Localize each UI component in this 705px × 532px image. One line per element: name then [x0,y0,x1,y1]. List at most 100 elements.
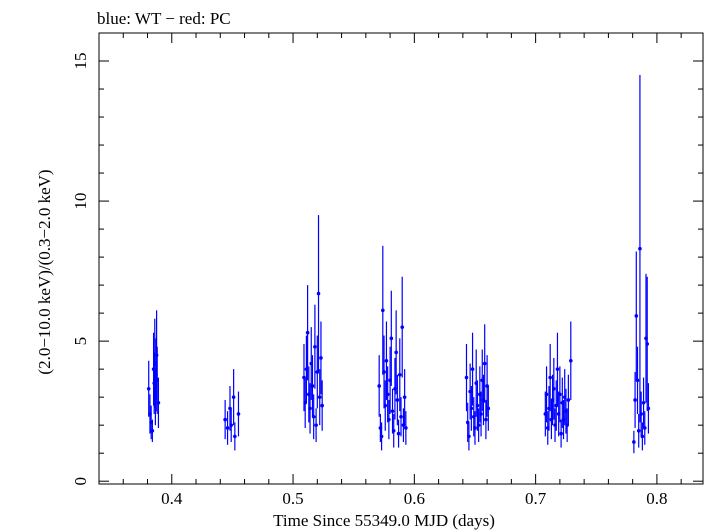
data-point [229,408,234,442]
x-axis-tick-labels: 0.4 0.5 0.6 0.7 0.8 [161,489,667,508]
y-axis-tick-labels: 0 5 10 15 [71,53,90,486]
point-marker [641,400,646,405]
data-point [231,369,236,426]
point-marker [394,350,398,355]
data-point [475,380,480,431]
point-marker [384,358,389,363]
point-marker [389,336,394,341]
x-axis-ticks [122,33,682,484]
point-marker [404,426,408,430]
point-marker [150,428,155,433]
point-marker [233,434,237,439]
data-point [638,75,642,423]
data-point [236,391,241,437]
data-point [390,388,395,434]
data-point [646,383,651,434]
data-point [233,422,237,451]
data-point [636,413,641,448]
point-marker [636,428,641,433]
data-point [316,215,321,372]
data-point [305,285,310,381]
data-point [404,411,408,445]
point-marker [484,417,488,422]
point-marker [319,356,323,360]
data-point [387,399,391,440]
point-marker [646,406,651,411]
y-axis-label: (2.0−10.0 keV)/(0.3−2.0 keV) [35,169,54,374]
point-marker [396,431,401,436]
point-marker [377,384,381,388]
data-point [379,422,384,451]
data-point [467,422,471,451]
data-point [383,380,388,431]
point-marker [475,403,480,408]
point-marker [642,426,647,430]
data-point [156,377,161,428]
data-point [548,343,552,412]
y-tick-label: 15 [71,53,90,70]
data-point [640,422,645,451]
point-marker [566,398,571,402]
data-point [389,290,394,386]
point-marker [229,423,234,427]
data-point [484,399,488,440]
x-tick-label: 0.5 [282,489,303,508]
data-point [313,304,317,389]
point-marker [548,375,552,380]
point-marker [154,353,159,357]
point-marker [544,392,549,397]
data-point [385,366,390,423]
point-marker [308,406,312,411]
data-point [633,371,637,428]
data-point [476,408,481,442]
x-axis-label: Time Since 55349.0 MJD (days) [273,511,495,530]
data-point [486,385,491,431]
y-axis-ticks [99,32,703,482]
point-marker [314,423,318,427]
point-marker [316,291,321,296]
data-point [381,245,385,375]
data-point [544,366,549,423]
data-point [146,360,151,417]
data-point [400,276,405,378]
point-marker [391,428,396,433]
y-tick-label: 10 [71,193,90,210]
point-marker [225,426,230,430]
point-marker [632,440,636,444]
point-marker [638,246,642,251]
data-point [642,411,647,445]
data-point [479,391,483,437]
point-marker [383,403,388,408]
point-marker [640,434,645,439]
data-point [635,346,640,414]
point-marker [385,392,390,397]
point-marker [382,370,386,374]
data-point [384,321,389,400]
point-marker [400,325,405,329]
point-marker [633,398,637,402]
data-point [402,369,407,426]
point-marker [635,378,640,383]
data-point [469,385,474,431]
data-point [382,335,386,409]
data-point [552,357,556,420]
data-point [150,419,155,442]
point-marker [313,344,317,349]
point-marker [156,400,161,405]
point-marker [486,406,491,411]
point-marker [467,434,471,439]
x-tick-label: 0.8 [646,489,667,508]
data-point [482,324,487,403]
point-marker [469,406,474,411]
data-point [395,374,400,426]
data-point [391,413,396,448]
point-marker [390,409,395,413]
data-point [639,391,643,437]
data-series [146,75,651,454]
point-marker [379,434,384,439]
data-point [399,397,403,437]
x-tick-label: 0.6 [404,489,425,508]
data-point [470,332,475,406]
data-point [223,399,227,440]
